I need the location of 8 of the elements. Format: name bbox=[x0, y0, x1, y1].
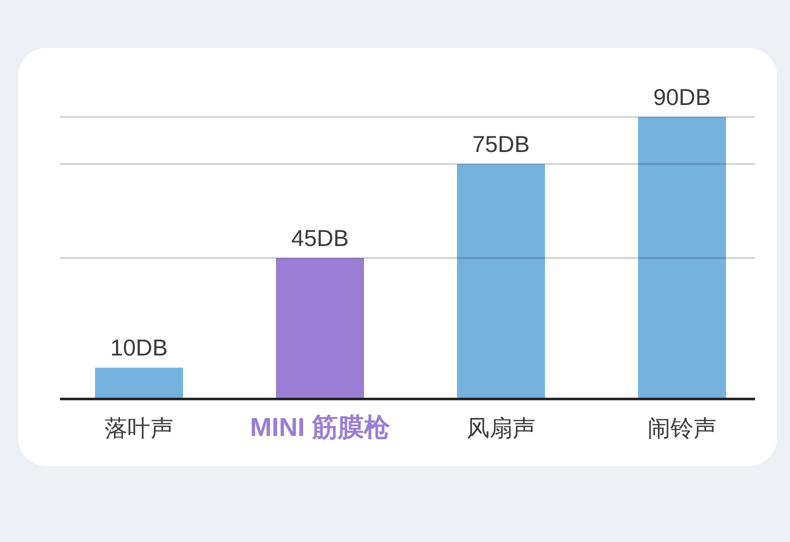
data-label: 90DB bbox=[653, 84, 711, 110]
data-label: 10DB bbox=[110, 334, 168, 361]
x-tick-label: 落叶声 bbox=[104, 415, 174, 441]
data-label: 45DB bbox=[291, 225, 349, 251]
x-tick-label: 闹铃声 bbox=[648, 415, 716, 441]
x-tick-label: MINI 筋膜枪 bbox=[250, 412, 392, 442]
data-label: 75DB bbox=[472, 131, 530, 157]
x-tick-label: 风扇声 bbox=[466, 415, 536, 441]
